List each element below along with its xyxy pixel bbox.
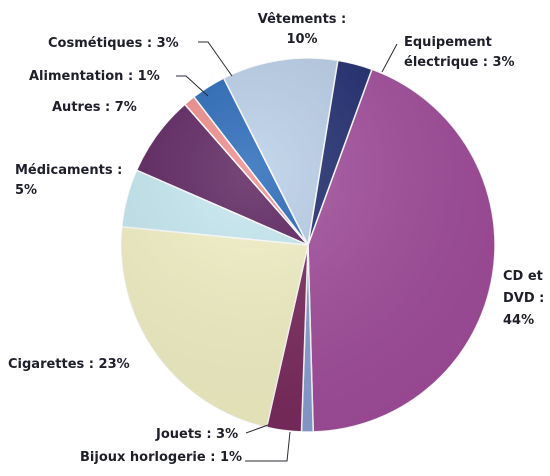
leader-alimentation xyxy=(176,75,209,97)
label-line: Médicaments : xyxy=(15,163,122,178)
label-cigarettes: Cigarettes : 23% xyxy=(8,357,130,372)
leader-equipement xyxy=(381,43,398,73)
label-cosmetiques: Cosmétiques : 3% xyxy=(48,36,179,51)
label-medicaments: Médicaments : 5% xyxy=(15,163,122,198)
label-autres: Autres : 7% xyxy=(52,100,137,115)
label-line: CD et xyxy=(503,269,543,284)
label-alimentation: Alimentation : 1% xyxy=(29,69,160,84)
label-line: 5% xyxy=(15,183,37,198)
label-line: Cigarettes : 23% xyxy=(8,357,130,372)
label-line: 10% xyxy=(286,32,317,47)
label-line: 44% xyxy=(503,313,534,328)
label-line: électrique : 3% xyxy=(404,55,515,70)
label-line: Cosmétiques : 3% xyxy=(48,36,179,51)
label-line: Autres : 7% xyxy=(52,100,137,115)
label-line: Bijoux horlogerie : 1% xyxy=(80,450,242,465)
label-cd-dvd: CD et DVD : 44% xyxy=(503,269,544,328)
label-jouets: Jouets : 3% xyxy=(155,427,238,442)
label-line: Alimentation : 1% xyxy=(29,69,160,84)
pie-slices xyxy=(120,57,496,433)
label-line: Equipement xyxy=(404,35,492,50)
label-equipement: Equipement électrique : 3% xyxy=(404,35,515,70)
leader-cosmetiques xyxy=(198,41,233,77)
label-line: DVD : xyxy=(503,291,544,306)
leader-bijoux xyxy=(245,431,291,462)
leader-lines xyxy=(176,41,398,462)
label-line: Jouets : 3% xyxy=(155,427,238,442)
label-bijoux: Bijoux horlogerie : 1% xyxy=(80,450,242,465)
label-line: Vêtements : xyxy=(258,12,347,27)
leader-jouets xyxy=(245,424,269,434)
slice-labels: CD et DVD : 44% Bijoux horlogerie : 1% Jouet… xyxy=(8,12,544,465)
label-vetements: Vêtements : 10% xyxy=(258,12,347,47)
